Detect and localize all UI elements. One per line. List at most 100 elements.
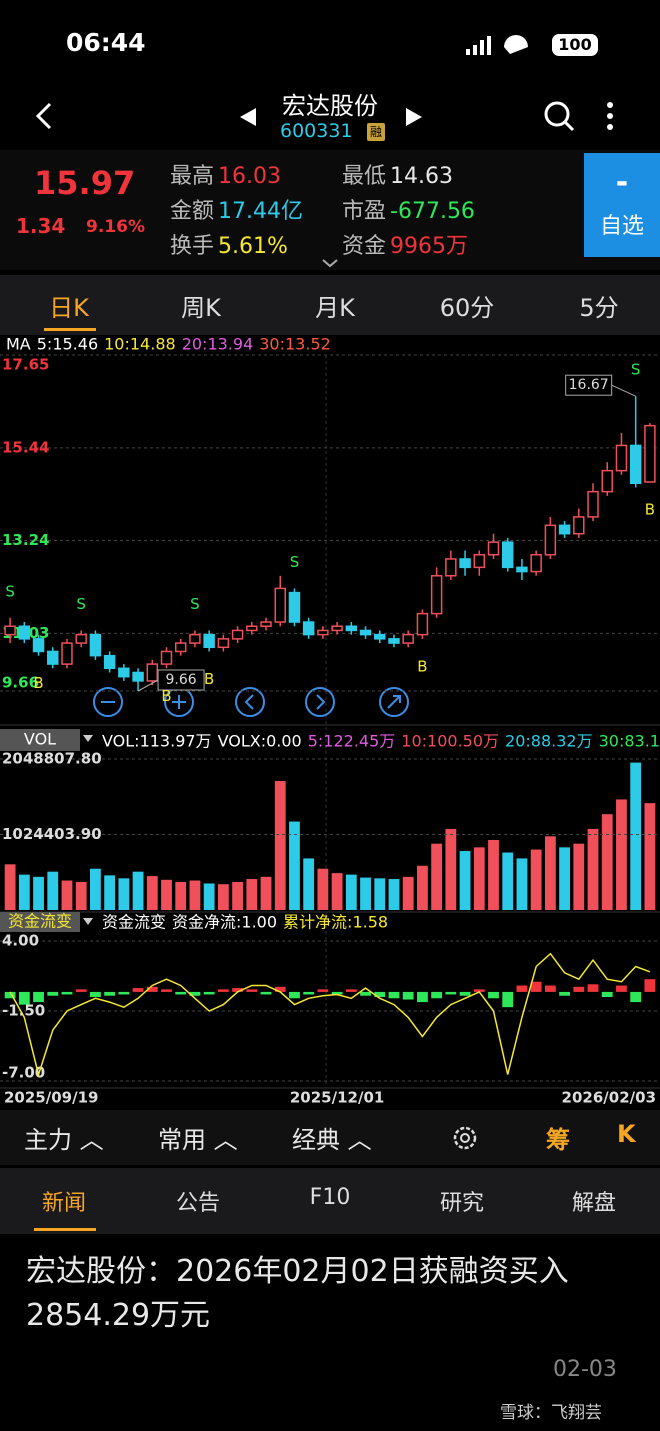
news-tab[interactable]: 公告 [175,1191,220,1216]
candle-body [445,558,457,577]
news-tab[interactable]: 解盘 [571,1191,616,1216]
more-button[interactable] [600,100,620,134]
volume-bar [90,868,101,910]
next-stock[interactable] [402,106,424,128]
flow-bar [246,989,258,992]
volume-bar [189,880,201,910]
flow-bar [530,981,542,992]
indicator-toolbar [0,1110,660,1165]
period-tab[interactable]: 周K [181,294,221,322]
volume-bar [274,781,286,910]
volume-bar [644,803,656,910]
flow-bar [175,991,187,995]
volume-bar [587,828,599,910]
stock-name: 宏达股份 [282,92,378,120]
stat: 市盈 -677.56 [342,193,475,225]
stat-value: 16.03 [218,164,281,189]
candle-body [160,650,173,665]
flow-line [9,952,651,1078]
candle-body [331,625,343,632]
flow-bar [644,979,656,992]
flow-bar [388,991,400,999]
period-tabs [0,275,660,335]
y-tick-label: 15.44 [2,438,49,456]
period-tab[interactable]: 60分 [439,294,495,322]
search-button[interactable] [540,98,580,134]
watermark: 雪球：飞翔芸 [500,1403,602,1423]
volume-bar [402,876,414,910]
candle-body [345,625,358,632]
volume-bar [388,879,400,910]
candle-body [587,490,599,518]
clock: 06:44 [66,28,146,57]
volume-bar [47,871,59,910]
volume-bar [559,847,570,910]
watchlist-button[interactable]: - 自选 [584,153,660,257]
menu[interactable]: 常用 ︿ [158,1126,238,1154]
back-button[interactable] [30,100,60,132]
news-tab[interactable]: F10 [309,1185,351,1210]
flow-bar [161,989,172,992]
candle-body [288,591,301,623]
flow-bar [616,985,627,992]
volume-bar [4,864,16,910]
volume-bar [260,876,272,910]
settings-button[interactable] [450,1123,480,1153]
candle-body [75,633,87,644]
legend-item: VOL:113.97万 [102,732,212,751]
stock-code: 600331 [280,120,353,142]
stat-label: 金额 [170,199,215,224]
stat: 最高 16.03 [170,158,281,190]
volume-bar [175,881,187,910]
period-tab[interactable]: 5分 [579,294,619,322]
legend-item: 10:14.88 [104,335,176,354]
extreme-pointer [611,384,636,397]
volume-bar [146,876,158,910]
period-tab[interactable]: 日K [49,294,89,322]
candle-body [558,524,571,535]
volume-bar [331,873,343,910]
flow-bar [232,988,243,992]
menu[interactable]: 主力 ︿ [24,1126,104,1154]
expand-arrow[interactable] [320,257,340,269]
candle-body [18,625,31,640]
legend-item: VOLX:0.00 [218,732,302,751]
volume-bar [289,821,300,910]
news-headline[interactable]: 宏达股份：2026年02月02日获融资买入2854.29万元 [26,1254,569,1333]
candle-body [189,633,201,644]
flow-bar [431,991,443,999]
candle-body [103,654,116,670]
flow-bar [417,991,428,1003]
news-tab[interactable]: 新闻 [41,1191,86,1216]
volume-bar [303,858,315,910]
volume-bar [203,883,215,910]
panel-title: 资金流变 [8,912,72,931]
volume-bar [516,858,528,910]
legend-item: 20:88.32万 [505,732,593,751]
candle-body [32,638,45,653]
x-tick-label: 2026/02/03 [562,1089,656,1107]
volume-bar [601,814,613,910]
news-tab[interactable]: 研究 [439,1191,484,1216]
y-tick-label: -1.50 [2,1002,45,1020]
watch-sign: - [615,165,629,200]
candle-body [459,558,471,569]
chips-button[interactable]: 筹 [546,1126,570,1154]
period-tab[interactable]: 月K [315,294,355,322]
candle-body [246,625,258,632]
stat-value: 9965万 [390,234,469,259]
stat-label: 换手 [170,234,215,259]
legend-item: 资金流变 [102,913,166,932]
prev-stock[interactable] [238,106,260,128]
signal: B [417,657,427,675]
stat-label: 资金 [342,234,387,259]
signal: B [33,674,43,692]
menu[interactable]: 经典 ︿ [292,1126,372,1154]
flow-bar [374,991,386,997]
flow-bar [573,986,585,992]
candle-body [544,524,557,556]
kline-button[interactable]: K [617,1120,636,1148]
volume-bar [445,828,457,910]
volume-bar [573,843,585,910]
